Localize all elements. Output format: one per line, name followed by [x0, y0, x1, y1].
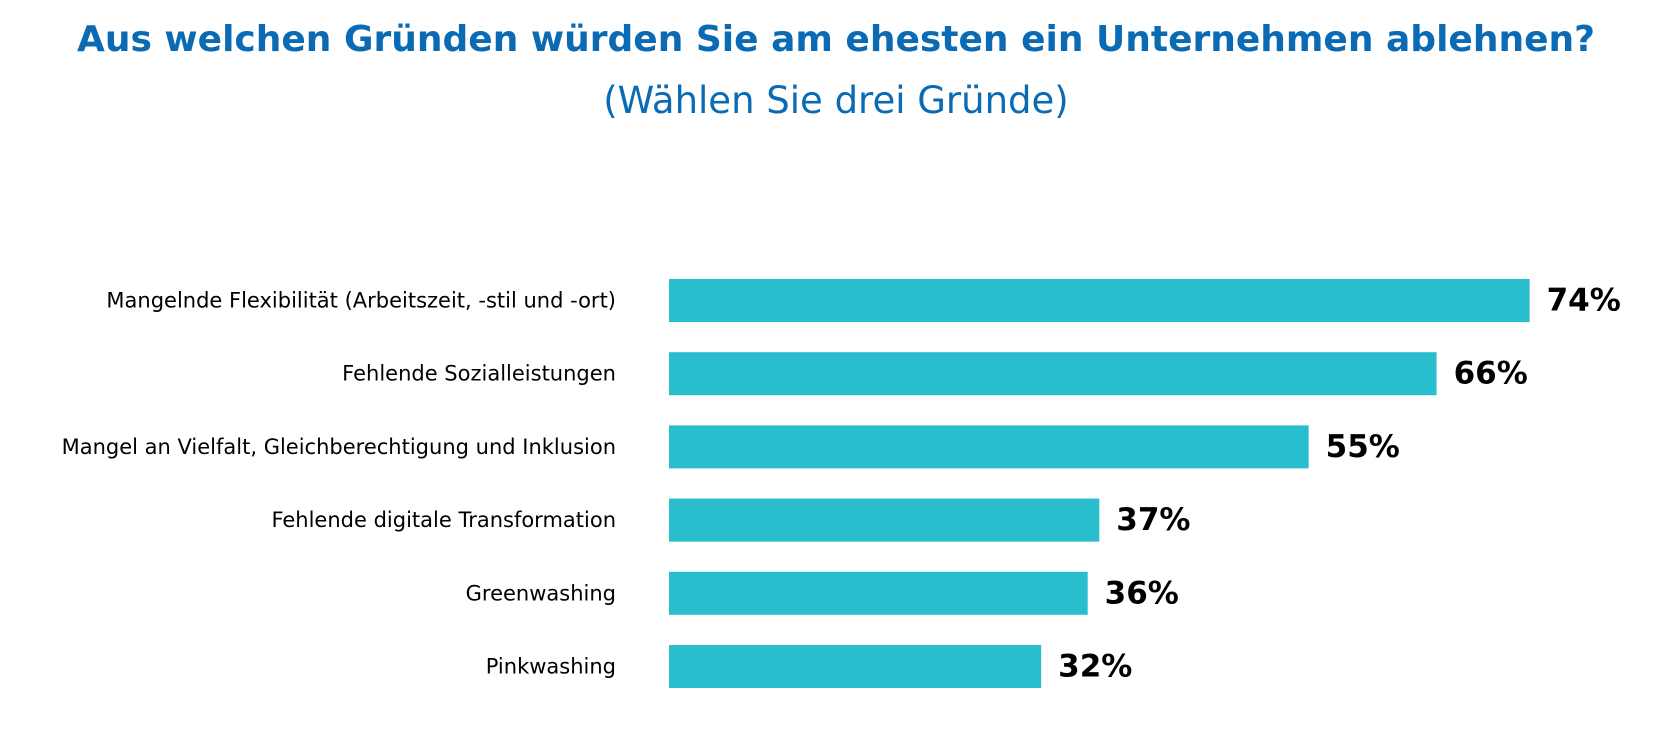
- bar: [669, 571, 1088, 615]
- category-label: Greenwashing: [466, 581, 616, 605]
- category-label: Pinkwashing: [486, 655, 616, 679]
- bar: [669, 425, 1309, 469]
- bar: [669, 645, 1042, 688]
- bar: [669, 498, 1100, 542]
- bar: [669, 279, 1530, 322]
- value-label: 37%: [1116, 502, 1190, 538]
- value-label: 74%: [1547, 283, 1621, 319]
- bar: [669, 352, 1437, 396]
- value-label: 32%: [1058, 649, 1132, 685]
- chart-title: Aus welchen Gründen würden Sie am eheste…: [76, 19, 1596, 60]
- category-label: Mangel an Vielfalt, Gleichberechtigung u…: [62, 435, 616, 459]
- category-label: Fehlende Sozialleistungen: [342, 362, 616, 386]
- value-label: 36%: [1105, 575, 1179, 611]
- chart-subtitle: (Wählen Sie drei Gründe): [603, 79, 1069, 122]
- value-label: 55%: [1326, 429, 1400, 465]
- category-label: Fehlende digitale Transformation: [271, 508, 616, 532]
- category-label: Mangelnde Flexibilität (Arbeitszeit, -st…: [106, 289, 616, 313]
- value-label: 66%: [1454, 356, 1528, 392]
